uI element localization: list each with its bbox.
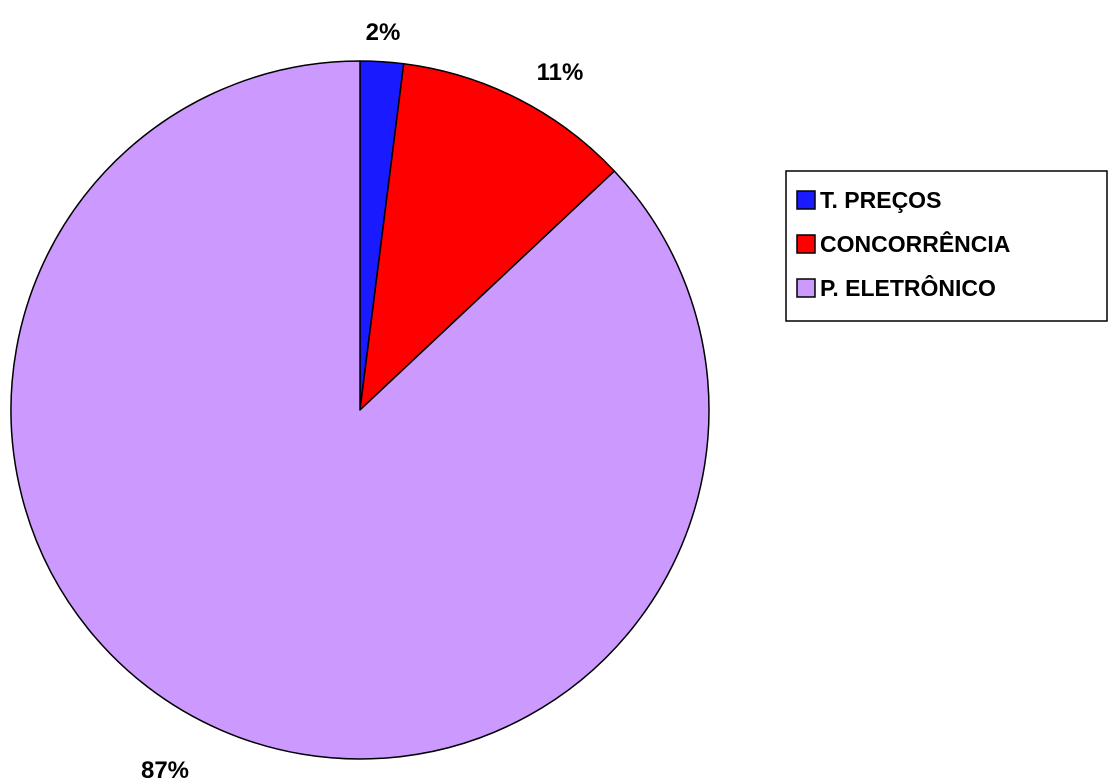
pie-slices (10, 60, 710, 760)
legend-label-0: T. PREÇOS (820, 187, 941, 213)
legend: T. PREÇOS CONCORRÊNCIA P. ELETRÔNICO (785, 170, 1108, 322)
legend-swatch-1 (796, 234, 816, 254)
legend-swatch-0 (796, 190, 816, 210)
legend-label-2: P. ELETRÔNICO (820, 274, 996, 301)
legend-box (785, 170, 1108, 322)
pie-slice-2 (10, 60, 710, 760)
legend-label-1: CONCORRÊNCIA (820, 230, 1010, 257)
pie-slice-1 (359, 63, 616, 411)
legend-items: T. PREÇOS CONCORRÊNCIA P. ELETRÔNICO (796, 187, 1010, 301)
percentage-labels: 2% 11% 87% (141, 19, 583, 783)
pct-label-2: 87% (141, 757, 189, 783)
pct-label-1: 11% (537, 59, 584, 86)
pct-label-0: 2% (366, 19, 401, 46)
legend-swatch-2 (796, 278, 816, 298)
